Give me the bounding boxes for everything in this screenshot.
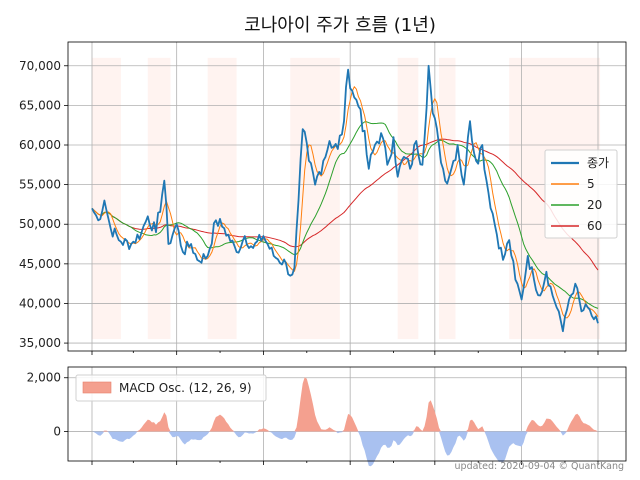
macd-y-axis: 0 2,000	[27, 371, 68, 438]
legend-label: 20	[587, 198, 602, 212]
macd-y-tick-label: 2,000	[27, 371, 61, 385]
chart-title: 코나아이 주가 흐름 (1년)	[244, 15, 436, 36]
series-line-close	[91, 64, 599, 333]
y-tick-label: 45,000	[19, 257, 61, 271]
macd-area	[92, 377, 598, 467]
macd-legend-swatch	[82, 381, 112, 394]
macd-y-tick-label: 0	[53, 424, 61, 438]
legend-label: 5	[587, 177, 595, 191]
legend-label: 종가	[587, 156, 609, 170]
macd-legend-label: MACD Osc. (12, 26, 9)	[119, 381, 252, 395]
macd-negative-area	[92, 431, 598, 467]
price-plot-frame	[67, 41, 627, 352]
y-tick-label: 65,000	[19, 98, 61, 112]
series-line-ma5	[91, 86, 599, 319]
y-tick-label: 70,000	[19, 59, 61, 73]
macd-legend-box	[75, 374, 267, 402]
price-panel: 35,000 40,000 45,000 50,000 55,000 60,000 65,0…	[19, 41, 627, 355]
shaded-band	[207, 57, 237, 340]
y-tick-label: 55,000	[19, 178, 61, 192]
price-lines	[91, 64, 599, 333]
macd-panel: 0 2,000 MACD Osc. (12, 26, 9)	[27, 366, 627, 467]
macd-plot-frame	[67, 366, 627, 462]
price-y-axis: 35,000 40,000 45,000 50,000 55,000 60,000 65,0…	[19, 59, 68, 350]
shaded-band	[92, 57, 121, 340]
macd-positive-area	[92, 377, 598, 432]
macd-x-axis	[91, 461, 599, 465]
shaded-band	[147, 57, 171, 340]
y-tick-label: 60,000	[19, 138, 61, 152]
footer-credit: updated: 2020-09-04 © QuantKang	[455, 461, 624, 472]
price-legend: 종가 5 20 60	[544, 149, 618, 239]
price-x-axis	[91, 351, 599, 355]
macd-legend: MACD Osc. (12, 26, 9)	[75, 374, 267, 402]
y-tick-label: 35,000	[19, 336, 61, 350]
legend-box	[544, 149, 618, 239]
legend-label: 60	[587, 219, 602, 233]
shaded-band	[397, 57, 419, 340]
series-line-ma20	[91, 121, 599, 309]
y-tick-label: 40,000	[19, 296, 61, 310]
shaded-band	[509, 57, 551, 340]
y-tick-label: 50,000	[19, 217, 61, 231]
shaded-band	[438, 57, 456, 340]
